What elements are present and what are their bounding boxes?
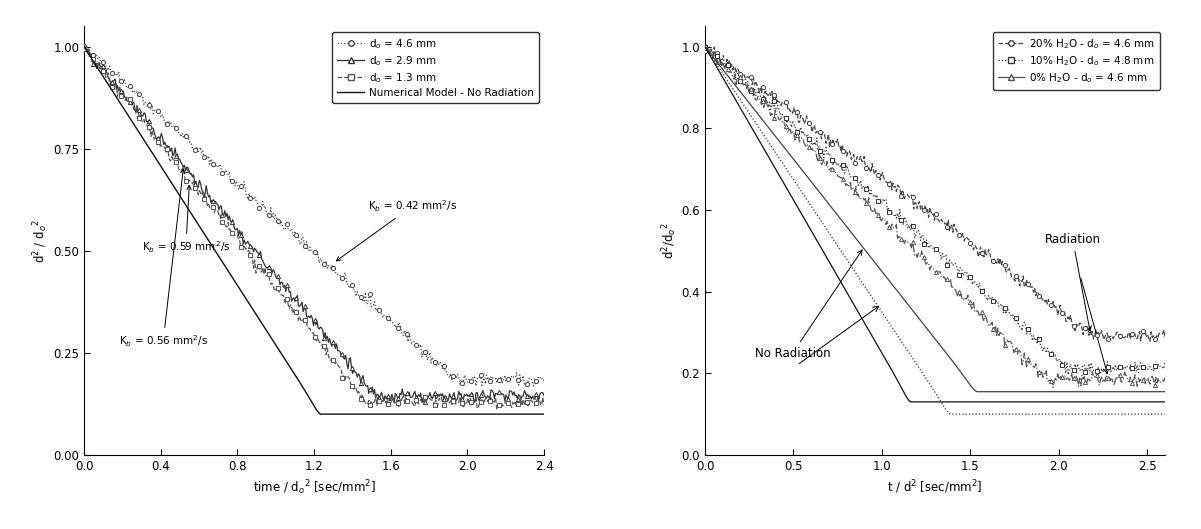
- X-axis label: time / d$_o$$^2$ [sec/mm$^2$]: time / d$_o$$^2$ [sec/mm$^2$]: [252, 478, 376, 497]
- Legend: 20% H$_2$O - d$_o$ = 4.6 mm, 10% H$_2$O - d$_o$ = 4.8 mm, 0% H$_2$O - d$_o$ = 4.: 20% H$_2$O - d$_o$ = 4.6 mm, 10% H$_2$O …: [992, 32, 1160, 90]
- Y-axis label: d$^2$/d$_o$$^2$: d$^2$/d$_o$$^2$: [661, 222, 679, 259]
- Text: K$_b$ = 0.59 mm$^2$/s: K$_b$ = 0.59 mm$^2$/s: [142, 185, 231, 254]
- Text: No Radiation: No Radiation: [754, 250, 862, 360]
- Text: K$_b$ = 0.42 mm$^2$/s: K$_b$ = 0.42 mm$^2$/s: [336, 198, 456, 261]
- Y-axis label: d$^2$ / d$_o$$^2$: d$^2$ / d$_o$$^2$: [31, 218, 50, 263]
- Text: Radiation: Radiation: [1045, 233, 1100, 331]
- Text: K$_b$ = 0.56 mm$^2$/s: K$_b$ = 0.56 mm$^2$/s: [119, 169, 208, 349]
- Legend: d$_o$ = 4.6 mm, d$_o$ = 2.9 mm, d$_o$ = 1.3 mm, Numerical Model - No Radiation: d$_o$ = 4.6 mm, d$_o$ = 2.9 mm, d$_o$ = …: [333, 32, 539, 103]
- X-axis label: t / d$^2$ [sec/mm$^2$]: t / d$^2$ [sec/mm$^2$]: [888, 478, 982, 496]
